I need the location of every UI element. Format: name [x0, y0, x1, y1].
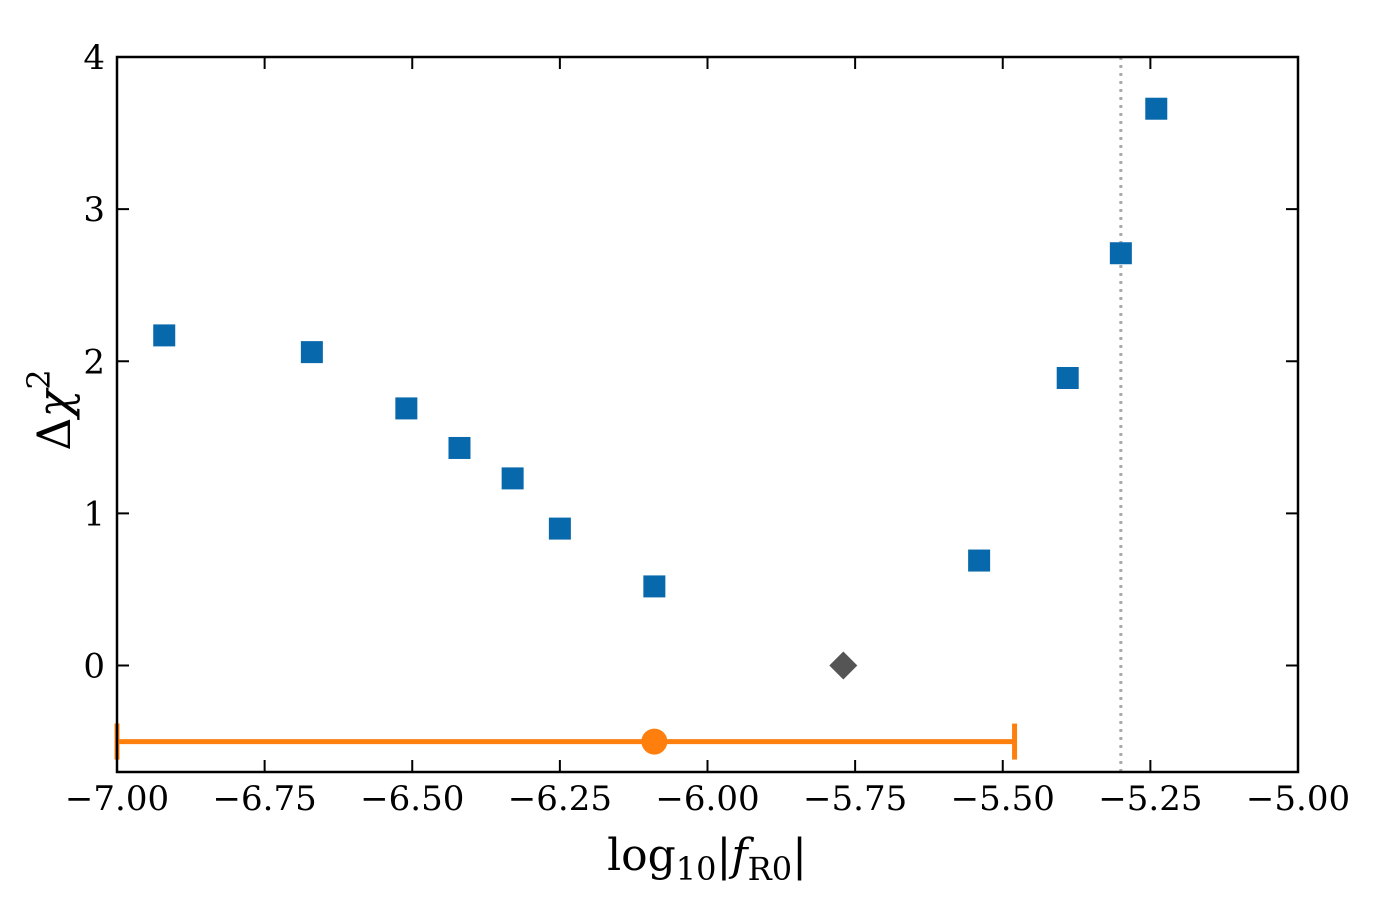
x-tick-label: −5.00 [1246, 779, 1350, 819]
data-point-square [1109, 242, 1132, 265]
data-point-diamond [829, 651, 858, 680]
data-point-square [548, 517, 571, 540]
data-point-square [968, 549, 991, 572]
data-point-square [501, 467, 524, 490]
y-axis-label: Δχ2 [20, 369, 81, 450]
x-tick-label: −6.00 [655, 779, 759, 819]
data-point-square [1056, 366, 1079, 389]
y-tick-label: 3 [83, 190, 105, 230]
y-tick-label: 0 [83, 647, 105, 687]
x-tick-label: −7.00 [65, 779, 169, 819]
x-tick-label: −5.50 [951, 779, 1055, 819]
errorbar-center-point [641, 728, 668, 755]
x-tick-label: −6.25 [508, 779, 612, 819]
x-tick-label: −6.75 [213, 779, 317, 819]
x-axis-label: log10|fR0| [607, 830, 807, 888]
y-tick-label: 2 [83, 342, 105, 382]
axis-ticks: −7.00 −6.75 −6.50 −6.25 −6.00 −5.75 −5.50 −5.25… [65, 38, 1350, 819]
y-tick-label: 4 [83, 38, 105, 78]
data-point-square [395, 397, 418, 420]
data-point-square [300, 341, 323, 364]
data-point-square [448, 436, 471, 459]
x-tick-label: −5.25 [1098, 779, 1202, 819]
plot-frame [115, 55, 1300, 774]
data-point-square [1145, 97, 1168, 120]
data-point-square [643, 575, 666, 598]
x-tick-label: −6.50 [360, 779, 464, 819]
x-tick-label: −5.75 [803, 779, 907, 819]
plot-area [114, 57, 1168, 772]
data-point-square [153, 324, 176, 347]
y-tick-label: 1 [83, 494, 105, 534]
